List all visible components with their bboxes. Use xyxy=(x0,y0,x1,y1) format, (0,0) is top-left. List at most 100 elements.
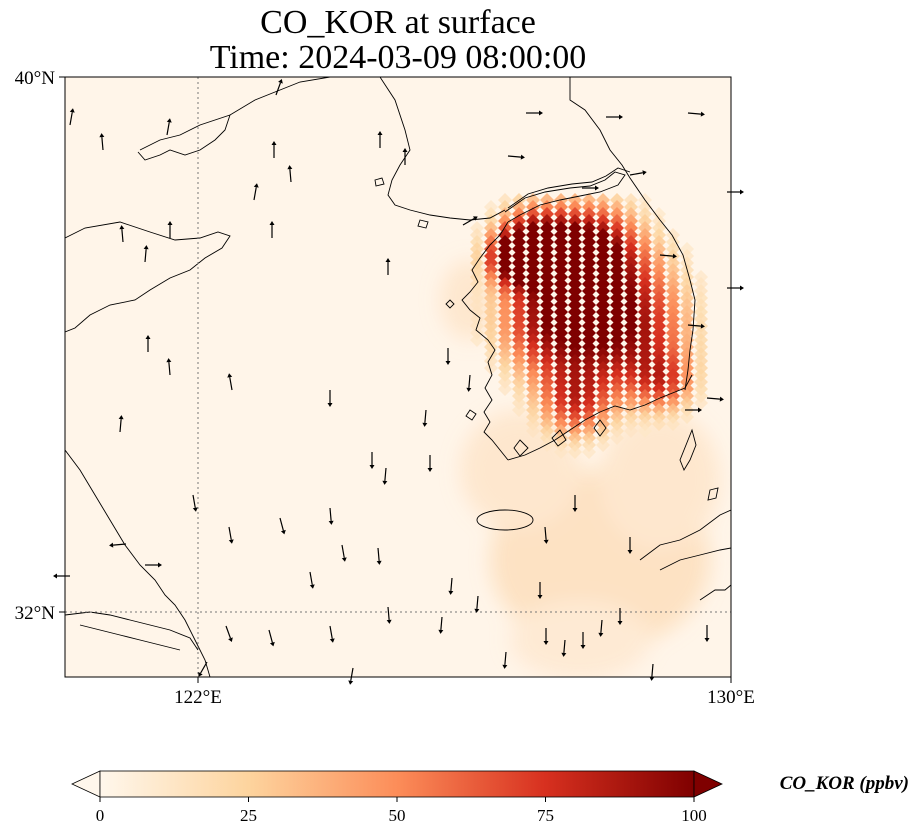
wind-arrow-shaft xyxy=(253,187,257,201)
wind-arrow-shaft xyxy=(377,547,380,562)
wind-arrow-head xyxy=(672,253,677,259)
field-tile xyxy=(554,445,568,459)
map-title-line-2: Time: 2024-03-09 08:00:00 xyxy=(209,39,587,76)
wind-arrow-head xyxy=(329,638,335,643)
wind-arrow-head xyxy=(228,539,234,544)
wind-arrow-shaft xyxy=(384,467,387,482)
wind-arrow-shaft xyxy=(289,168,292,183)
field-tile xyxy=(610,431,624,445)
wind-arrow-head xyxy=(617,621,623,625)
wind-arrow-shaft xyxy=(651,663,654,678)
wind-arrow-head xyxy=(145,335,151,339)
colorbar-tick-25: 25 xyxy=(240,806,257,825)
wind-arrow-head xyxy=(377,131,383,135)
wind-arrow-head xyxy=(348,680,354,685)
wind-arrow-shaft xyxy=(168,361,171,376)
wind-arrow-shaft xyxy=(268,629,273,643)
wind-arrow-shaft xyxy=(462,217,475,226)
wind-arrow-head xyxy=(227,373,233,378)
wind-arrow-head xyxy=(572,508,578,512)
colorbar: 0 25 50 75 100 CO_KOR (ppbv) xyxy=(71,770,909,825)
wind-arrow-head xyxy=(109,542,114,548)
wind-arrow-shaft xyxy=(629,172,643,176)
wind-arrow-shaft xyxy=(600,619,603,634)
wind-arrow-head xyxy=(287,165,293,170)
wind-arrow-head xyxy=(382,480,388,485)
wind-arrow-head xyxy=(719,396,724,402)
wind-arrow-shaft xyxy=(387,606,390,621)
wind-arrow-head xyxy=(537,595,543,599)
wind-arrow-head xyxy=(466,387,472,392)
colorbar-tick-50: 50 xyxy=(389,806,406,825)
wind-arrow-head xyxy=(228,637,233,642)
field-tile xyxy=(470,333,484,347)
field-tile xyxy=(484,361,498,375)
wind-arrow-head xyxy=(543,539,549,544)
wind-arrow-head xyxy=(627,550,633,554)
field-tile xyxy=(526,424,540,438)
lon-tick-122E: 122°E xyxy=(174,687,222,708)
wind-arrow-head xyxy=(598,632,604,637)
wind-arrow-head xyxy=(166,358,172,363)
colorbar-extend-low xyxy=(71,770,101,798)
wind-arrow-head xyxy=(253,183,259,188)
colorbar-label: CO_KOR (ppbv) xyxy=(780,773,909,794)
wind-arrow-head xyxy=(341,557,347,562)
wind-arrow-head xyxy=(445,361,451,365)
field-tile xyxy=(680,410,694,424)
wind-arrow-shaft xyxy=(440,616,443,631)
wind-arrow-head xyxy=(53,573,57,579)
wind-arrow-head xyxy=(158,562,162,568)
field-tile xyxy=(638,424,652,438)
wind-arrow-head xyxy=(561,652,567,657)
wind-arrow-shaft xyxy=(144,248,147,263)
lat-tick-40N: 40°N xyxy=(15,68,56,89)
wind-arrow-head xyxy=(427,468,433,472)
wind-arrow-shaft xyxy=(687,324,702,327)
wind-arrow-head xyxy=(269,641,275,647)
lat-tick-32N: 32°N xyxy=(15,603,56,624)
wind-arrow-head xyxy=(328,520,334,525)
wind-arrow-shaft xyxy=(121,228,124,243)
wind-arrow-head xyxy=(580,645,586,649)
wind-arrow-head xyxy=(99,133,105,138)
wind-arrow-shaft xyxy=(192,494,196,508)
wind-arrow-shaft xyxy=(225,625,232,639)
field-tile xyxy=(498,382,512,396)
map-title-line-1: CO_KOR at surface xyxy=(260,4,536,41)
wind-arrow-shaft xyxy=(309,571,313,585)
wind-arrow-shaft xyxy=(424,409,427,424)
wind-arrow-head xyxy=(278,79,283,84)
wind-arrow-head xyxy=(543,641,549,645)
wind-arrow-head xyxy=(385,258,391,262)
colorbar-gradient xyxy=(99,770,695,798)
colorbar-tick-75: 75 xyxy=(537,806,554,825)
wind-arrow-shaft xyxy=(329,625,333,639)
colorbar-tick-0: 0 xyxy=(96,806,105,825)
wind-arrow-head xyxy=(704,638,710,642)
wind-arrow-head xyxy=(167,221,173,225)
colorbar-extend-high xyxy=(693,770,723,798)
wind-arrow-shaft xyxy=(476,595,479,610)
wind-arrow-head xyxy=(595,185,599,191)
wind-arrow-shaft xyxy=(119,418,122,433)
wind-arrow-head xyxy=(619,114,623,120)
map-frame xyxy=(64,76,732,678)
wind-arrow-head xyxy=(422,422,428,427)
wind-arrow-shaft xyxy=(228,526,232,540)
field-tile xyxy=(624,424,638,438)
wind-vectors xyxy=(53,79,744,685)
wind-arrow-head xyxy=(473,216,478,221)
wind-arrow-shaft xyxy=(341,544,345,558)
wind-arrow-shaft xyxy=(229,377,233,391)
wind-arrow-shaft xyxy=(199,661,208,674)
field-tile xyxy=(568,445,582,459)
wind-arrow-head xyxy=(438,629,444,634)
wind-arrow-head xyxy=(520,154,525,160)
wind-arrow-head xyxy=(118,415,124,420)
coastlines xyxy=(65,77,731,677)
wind-arrow-shaft xyxy=(450,577,453,592)
concentration-field xyxy=(440,193,720,677)
wind-arrow-head xyxy=(269,221,275,225)
